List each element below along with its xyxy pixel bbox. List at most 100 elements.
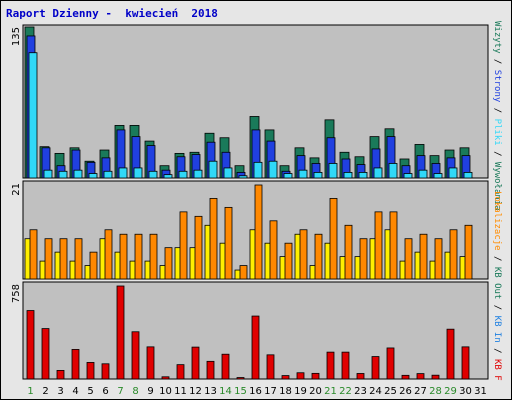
bar-traffic [149,233,158,280]
bar-traffic [359,238,368,280]
x-tick-label: 5 [87,386,93,397]
legend-text: Wizyty / Strony / Pliki / Wywołania [492,21,502,211]
x-tick-label: 30 [459,386,472,397]
bar-traffic [374,211,383,280]
x-tick-label: 25 [384,386,397,397]
bar-bandwidth [326,351,335,380]
bar-bandwidth [206,360,215,380]
bar-hits [118,167,128,179]
bar-hits [463,172,473,179]
bar-bandwidth [221,353,230,380]
bar-hits [148,170,158,179]
x-tick-label: 28 [429,386,442,397]
bar-hits [328,163,338,179]
bar-bandwidth [26,310,35,380]
bar-bandwidth [236,377,245,380]
bar-bandwidth [161,376,170,380]
x-tick-label: 11 [174,386,187,397]
x-tick-label: 20 [309,386,322,397]
x-tick-label: 23 [354,386,367,397]
legend-entry: / [492,102,502,118]
legend-entry: KB In [492,316,502,343]
x-tick-label: 16 [249,386,262,397]
bar-hits [43,169,53,179]
bar-bandwidth [431,374,440,380]
x-tick-label: 12 [189,386,202,397]
bar-traffic [89,251,98,280]
bar-hits [403,173,413,179]
x-tick-label: 31 [474,386,487,397]
bar-hits [373,167,383,179]
bar-traffic [299,229,308,280]
bar-hits [133,167,143,179]
bar-traffic [389,211,398,280]
x-tick-label: 21 [324,386,337,397]
ymax-tick-label: 758 [11,284,22,303]
bar-traffic [29,229,38,280]
x-tick-label: 8 [132,386,138,397]
bar-traffic [419,233,428,280]
bar-hits [103,170,113,179]
bar-hits [298,169,308,179]
bar-bandwidth [191,346,200,380]
bar-hits [358,172,368,179]
legend-entry: Lokalizacje [492,191,502,251]
legend-entry: Wizyty [492,21,502,54]
bar-bandwidth [401,374,410,380]
x-tick-label: 27 [414,386,427,397]
bar-hits [283,173,293,179]
bar-bandwidth [251,315,260,380]
legend-entry: KB Out [492,267,502,300]
bar-hits [253,161,263,179]
ymax-tick-label: 21 [11,183,22,196]
bar-traffic [224,206,233,280]
x-tick-label: 10 [159,386,172,397]
bar-traffic [59,238,68,280]
bar-bandwidth [296,372,305,380]
x-tick-label: 2 [42,386,48,397]
bar-bandwidth [386,347,395,380]
legend-entry: / [492,343,502,359]
bar-traffic [194,215,203,280]
bar-hits [418,169,428,179]
x-tick-label: 14 [219,386,232,397]
bar-traffic [134,233,143,280]
bar-bandwidth [266,354,275,380]
bar-traffic [434,238,443,280]
bar-traffic [284,242,293,280]
bar-bandwidth [311,372,320,380]
x-tick-label: 22 [339,386,352,397]
bar-traffic [74,238,83,280]
bar-hits [223,167,233,179]
bar-hits [268,160,278,179]
bar-traffic [239,265,248,280]
bar-hits [88,173,98,179]
legend-entry: / [492,251,502,267]
bar-bandwidth [86,362,95,380]
x-tick-label: 6 [102,386,108,397]
bar-bandwidth [281,375,290,380]
x-tick-label: 29 [444,386,457,397]
bar-traffic [254,184,263,280]
bar-bandwidth [416,373,425,380]
x-tick-label: 24 [369,386,382,397]
x-tick-label: 9 [147,386,153,397]
legend-entry: / [492,146,502,162]
x-tick-label: 26 [399,386,412,397]
bar-traffic [164,247,173,280]
bar-hits [238,175,248,179]
x-tick-label: 18 [279,386,292,397]
bar-hits [208,160,218,179]
bar-hits [73,169,83,179]
bar-traffic [269,220,278,280]
bar-bandwidth [446,328,455,380]
bar-hits [313,172,323,179]
x-tick-label: 13 [204,386,217,397]
x-tick-label: 3 [57,386,63,397]
bar-hits [163,174,173,179]
bar-bandwidth [371,356,380,380]
legend-entry: / [492,54,502,70]
x-tick-label: 15 [234,386,247,397]
x-tick-label: 17 [264,386,277,397]
